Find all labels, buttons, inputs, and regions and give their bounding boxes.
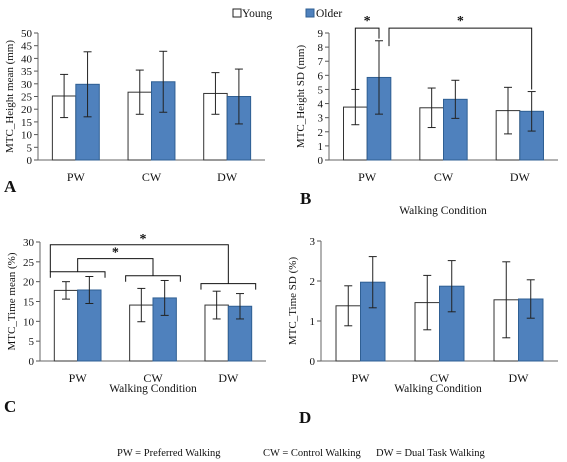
x-tick-label-dw: DW bbox=[218, 371, 239, 385]
y-tick-label: 0 bbox=[310, 356, 316, 368]
y-tick-label: 50 bbox=[21, 28, 33, 40]
y-tick-label: 0 bbox=[27, 155, 33, 167]
footer-pw: PW = Preferred Walking bbox=[117, 448, 221, 459]
significance-bracket bbox=[354, 27, 380, 90]
y-tick-label: 10 bbox=[21, 130, 33, 142]
panel-letter: B bbox=[300, 189, 311, 208]
y-tick-label: 30 bbox=[21, 79, 33, 91]
y-tick-label: 20 bbox=[21, 104, 33, 116]
y-axis-label: MTC_Time mean (%) bbox=[6, 252, 18, 350]
group-bracket bbox=[200, 283, 257, 290]
x-tick-label-cw: CW bbox=[430, 371, 450, 385]
panel-letter: C bbox=[4, 397, 16, 416]
x-tick-label-cw: CW bbox=[434, 170, 454, 184]
y-tick-label: 3 bbox=[310, 236, 316, 248]
x-tick-label-cw: CW bbox=[143, 371, 163, 385]
y-tick-label: 0 bbox=[29, 356, 35, 368]
y-tick-label: 1 bbox=[310, 316, 316, 328]
x-tick-label-dw: DW bbox=[509, 371, 530, 385]
significance-bracket bbox=[49, 244, 229, 284]
legend: Young Older bbox=[232, 8, 342, 20]
y-tick-label: 2 bbox=[318, 127, 324, 139]
y-tick-label: 5 bbox=[27, 142, 33, 154]
x-tick-label-dw: DW bbox=[510, 170, 531, 184]
significance-bracket bbox=[77, 258, 154, 276]
panel-letter: D bbox=[299, 408, 311, 427]
y-tick-label: 6 bbox=[318, 70, 324, 82]
bar-young-cw bbox=[414, 302, 441, 362]
significance-star: * bbox=[364, 14, 371, 29]
x-tick-label-pw: PW bbox=[69, 371, 88, 385]
y-tick-label: 8 bbox=[318, 42, 324, 54]
x-axis-label: Walking Condition bbox=[109, 383, 197, 395]
x-tick-label-dw: DW bbox=[217, 170, 238, 184]
legend-swatch-older bbox=[305, 8, 315, 18]
y-axis-label: MTC_Height SD (mm) bbox=[295, 45, 307, 149]
legend-label-young: Young bbox=[242, 8, 272, 20]
bar-young-pw bbox=[53, 289, 79, 362]
group-bracket bbox=[49, 271, 106, 278]
y-tick-label: 25 bbox=[23, 257, 35, 269]
x-axis-label: Walking Condition bbox=[394, 383, 482, 395]
y-tick-label: 9 bbox=[318, 28, 324, 40]
y-tick-label: 4 bbox=[318, 99, 324, 111]
significance-star: * bbox=[457, 14, 464, 29]
y-tick-label: 2 bbox=[310, 276, 316, 288]
y-tick-label: 0 bbox=[318, 155, 324, 167]
y-tick-label: 7 bbox=[318, 56, 324, 68]
y-tick-label: 30 bbox=[23, 237, 35, 249]
y-tick-label: 1 bbox=[318, 141, 324, 153]
y-tick-label: 15 bbox=[21, 117, 33, 129]
y-tick-label: 45 bbox=[21, 41, 33, 53]
footer: PW = Preferred Walking CW = Control Walk… bbox=[117, 448, 485, 459]
y-tick-label: 25 bbox=[21, 92, 33, 104]
legend-swatch-young bbox=[232, 8, 242, 18]
y-tick-label: 5 bbox=[318, 84, 324, 96]
footer-dw: DW = Dual Task Walking bbox=[376, 448, 485, 459]
x-tick-label-pw: PW bbox=[352, 371, 371, 385]
y-tick-label: 15 bbox=[23, 297, 35, 309]
y-tick-label: 20 bbox=[23, 277, 35, 289]
significance-bracket bbox=[388, 27, 533, 90]
significance-star: * bbox=[112, 246, 119, 261]
x-axis-label: Walking Condition bbox=[399, 205, 487, 217]
panel-c: 0 5 10 15 20 25 30 MTC_Time mean (%) PW CW DW Walki… bbox=[4, 232, 266, 416]
x-tick-label-cw: CW bbox=[142, 170, 162, 184]
y-tick-label: 10 bbox=[23, 316, 35, 328]
x-tick-label-pw: PW bbox=[358, 170, 377, 184]
panel-d: 0 1 2 3 MTC_Time SD (%) PW CW DW Walking Conditi… bbox=[287, 236, 558, 427]
y-axis-label: MTC_Height mean (mm) bbox=[4, 40, 16, 153]
y-tick-label: 3 bbox=[318, 113, 324, 125]
x-tick-label-pw: PW bbox=[67, 170, 86, 184]
significance-star: * bbox=[140, 232, 147, 247]
panel-b: 0 1 2 3 4 5 6 7 8 9 MTC_Height SD (mm) PW CW DW Walkin… bbox=[295, 14, 558, 217]
y-axis-label: MTC_Time SD (%) bbox=[287, 257, 299, 346]
legend-label-older: Older bbox=[316, 8, 342, 20]
footer-cw: CW = Control Walking bbox=[263, 448, 361, 459]
panel-letter: A bbox=[4, 177, 17, 196]
y-tick-label: 40 bbox=[21, 53, 33, 65]
y-tick-label: 35 bbox=[21, 66, 33, 78]
group-bracket bbox=[125, 275, 181, 282]
y-tick-label: 5 bbox=[29, 336, 35, 348]
